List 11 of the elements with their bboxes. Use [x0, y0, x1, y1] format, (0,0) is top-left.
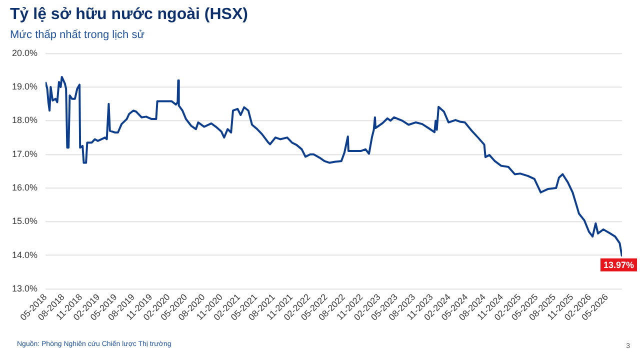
y-tick-label: 17.0%: [12, 148, 38, 159]
y-tick-label: 16.0%: [12, 182, 38, 193]
y-tick-label: 14.0%: [12, 250, 38, 260]
annotation: 13.97%: [603, 260, 634, 270]
chart-subtitle: Mức thấp nhất trong lịch sử: [10, 29, 145, 41]
chart-title: Tỷ lệ sở hữu nước ngoài (HSX): [10, 6, 248, 24]
y-tick-label: 15.0%: [12, 216, 38, 226]
y-tick-label: 19.0%: [12, 82, 38, 92]
y-tick-label: 18.0%: [12, 115, 38, 126]
y-tick-label: 20.0%: [12, 48, 38, 58]
y-tick-label: 13.0%: [12, 283, 38, 294]
